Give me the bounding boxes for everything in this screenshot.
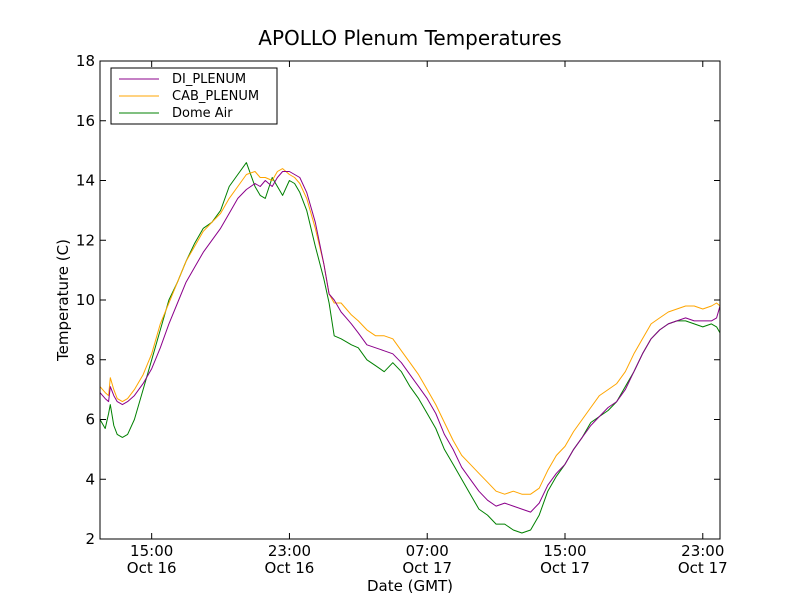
- x-tick-date: Oct 17: [678, 559, 728, 577]
- x-tick-date: Oct 17: [402, 559, 452, 577]
- y-tick-label: 16: [76, 112, 95, 130]
- series-layer: [99, 162, 721, 534]
- series-line-dome-air: [99, 162, 721, 534]
- chart-title: APOLLO Plenum Temperatures: [258, 26, 561, 50]
- y-tick-label: 14: [76, 172, 95, 190]
- y-tick-label: 10: [76, 291, 95, 309]
- legend: DI_PLENUM CAB_PLENUM Dome Air: [110, 67, 278, 125]
- y-axis-label: Temperature (C): [54, 239, 72, 362]
- series-line-di-plenum: [99, 171, 721, 513]
- y-tick-label: 6: [85, 411, 95, 429]
- legend-label-cab-plenum: CAB_PLENUM: [172, 89, 259, 104]
- y-tick-label: 4: [85, 470, 95, 488]
- legend-label-di-plenum: DI_PLENUM: [172, 72, 246, 87]
- y-tick-label: 8: [85, 351, 95, 369]
- y-tick-label: 18: [76, 52, 95, 70]
- legend-label-dome-air: Dome Air: [172, 106, 233, 121]
- x-tick-time: 15:00: [543, 542, 586, 560]
- plot-frame: [99, 60, 721, 540]
- x-axis-label: Date (GMT): [367, 577, 453, 595]
- x-tick-date: Oct 16: [265, 559, 315, 577]
- y-tick-label: 2: [85, 530, 95, 548]
- x-tick-time: 23:00: [268, 542, 311, 560]
- y-tick-label: 12: [76, 231, 95, 249]
- x-tick-time: 23:00: [681, 542, 724, 560]
- x-tick-date: Oct 17: [540, 559, 590, 577]
- x-tick-time: 07:00: [406, 542, 449, 560]
- series-line-cab-plenum: [99, 168, 721, 495]
- x-tick-time: 15:00: [130, 542, 173, 560]
- x-tick-date: Oct 16: [127, 559, 177, 577]
